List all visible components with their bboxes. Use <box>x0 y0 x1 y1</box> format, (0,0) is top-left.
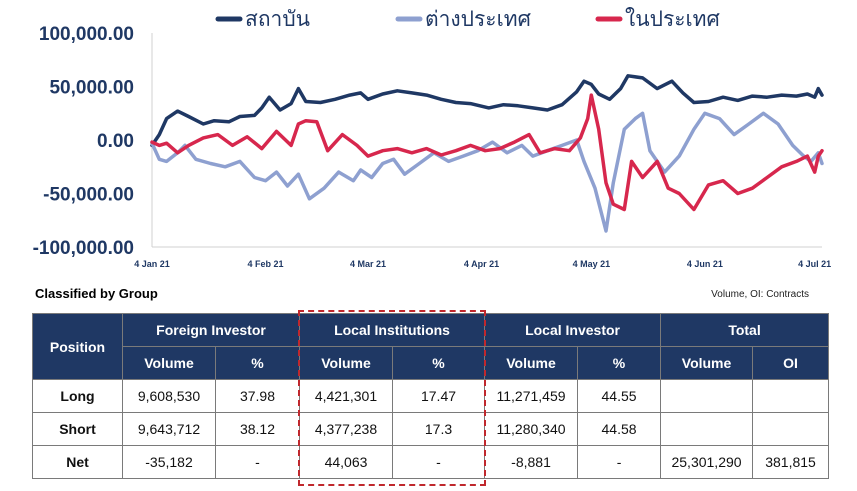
table-cell: 38.12 <box>215 412 300 446</box>
table-row-long: Long 9,608,530 37.98 4,421,301 17.47 11,… <box>32 379 830 413</box>
y-tick-label: 50,000.00 <box>49 78 134 99</box>
table-cell: - <box>215 445 300 479</box>
table-cell <box>752 412 830 446</box>
net-position-line-chart: สถาบัน ต่างประเทศ ในประเทศ 100,000.00 50,00… <box>33 7 832 269</box>
table-cell <box>752 379 830 413</box>
table-caption: Classified by Group <box>35 286 158 301</box>
table-cell: 11,280,340 <box>484 412 579 446</box>
group-header-local-institutions: Local Institutions <box>298 313 486 347</box>
table-cell: 44.55 <box>577 379 662 413</box>
table-cell: 4,377,238 <box>299 412 393 446</box>
units-note: Volume, OI: Contracts <box>711 289 809 300</box>
series-line <box>150 74 824 148</box>
subheader: % <box>215 346 300 380</box>
group-header-total: Total <box>660 313 830 347</box>
subheader: % <box>577 346 662 380</box>
table-cell: 4,421,301 <box>299 379 393 413</box>
x-axis: 4 Jan 21 4 Feb 21 4 Mar 21 4 Apr 21 4 May 21… <box>134 246 831 269</box>
legend-label: ต่างประเทศ <box>425 7 532 31</box>
table-cell <box>660 412 754 446</box>
chart-legend: สถาบัน ต่างประเทศ ในประเทศ <box>215 7 721 31</box>
chart-series <box>150 74 824 233</box>
subheader: % <box>391 346 486 380</box>
x-tick-label: 4 Jun 21 <box>687 259 723 269</box>
table-row-net: Net -35,182 - 44,063 - -8,881 - 25,301,2… <box>32 445 830 479</box>
table-cell: 25,301,290 <box>660 445 754 479</box>
table-cell: - <box>391 445 486 479</box>
row-label: Short <box>32 412 123 446</box>
table-cell: 44.58 <box>577 412 662 446</box>
subheader: Volume <box>122 346 216 380</box>
table-cell: 9,608,530 <box>122 379 216 413</box>
group-header-foreign: Foreign Investor <box>122 313 300 347</box>
table-cell: 44,063 <box>299 445 393 479</box>
y-tick-label: 0.00 <box>97 131 134 152</box>
position-header: Position <box>32 313 123 380</box>
x-tick-label: 4 Jan 21 <box>134 259 170 269</box>
table-cell: 17.3 <box>391 412 486 446</box>
table-cell: 17.47 <box>391 379 486 413</box>
x-tick-label: 4 Feb 21 <box>247 259 283 269</box>
table-row-short: Short 9,643,712 38.12 4,377,238 17.3 11,… <box>32 412 830 446</box>
table-cell: -8,881 <box>484 445 579 479</box>
y-tick-label: -50,000.00 <box>43 185 134 206</box>
subheader: OI <box>752 346 830 380</box>
y-tick-label: -100,000.00 <box>33 238 134 259</box>
subheader: Volume <box>299 346 393 380</box>
y-axis: 100,000.00 50,000.00 0.00 -50,000.00 -100,00… <box>33 24 153 259</box>
y-tick-label: 100,000.00 <box>39 24 134 45</box>
x-tick-label: 4 Mar 21 <box>350 259 386 269</box>
table-subheader-row: Volume % Volume % Volume % Volume OI <box>33 346 830 380</box>
subheader: Volume <box>484 346 579 380</box>
table-cell <box>660 379 754 413</box>
table-cell: 11,271,459 <box>484 379 579 413</box>
series-line <box>150 111 824 233</box>
investor-group-table: Position Foreign Investor Local Institut… <box>32 313 830 479</box>
group-header-local-investor: Local Investor <box>484 313 662 347</box>
row-label: Net <box>32 445 123 479</box>
subheader: Volume <box>660 346 754 380</box>
table-cell: 37.98 <box>215 379 300 413</box>
legend-label: สถาบัน <box>245 7 310 31</box>
table-cell: 381,815 <box>752 445 830 479</box>
table-cell: -35,182 <box>122 445 216 479</box>
x-tick-label: 4 Jul 21 <box>798 259 831 269</box>
legend-label: ในประเทศ <box>625 7 721 31</box>
x-tick-label: 4 Apr 21 <box>464 259 499 269</box>
table-header-row: Position Foreign Investor Local Institut… <box>32 313 830 380</box>
row-label: Long <box>32 379 123 413</box>
table-cell: 9,643,712 <box>122 412 216 446</box>
series-line <box>150 93 824 212</box>
x-tick-label: 4 May 21 <box>573 259 611 269</box>
table-cell: - <box>577 445 662 479</box>
